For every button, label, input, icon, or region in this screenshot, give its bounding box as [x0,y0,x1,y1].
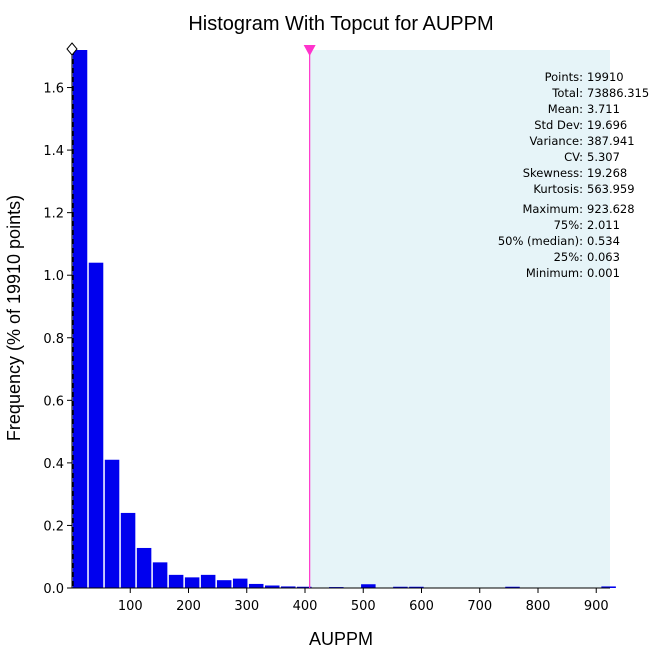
x-tick-label: 800 [526,599,551,614]
x-tick-label: 100 [118,599,143,614]
topcut-region [309,50,610,588]
stat-value: 0.001 [587,266,620,280]
x-tick-label: 400 [293,599,318,614]
y-tick-label: 0.2 [43,519,64,534]
stat-label: Skewness: [523,166,583,180]
histogram-bar [601,586,616,588]
y-tick-label: 0.8 [43,332,64,347]
y-tick-label: 0.4 [43,457,64,472]
y-tick-label: 0.6 [43,394,64,409]
histogram-bar [104,459,120,588]
x-tick-label: 500 [351,599,376,614]
stat-value: 0.063 [587,250,620,264]
stat-label: Std Dev: [534,118,583,132]
y-axis-label: Frequency (% of 19910 points) [4,195,24,441]
stat-label: Variance: [529,134,583,148]
histogram-bar [200,574,216,588]
histogram-bar [297,586,312,588]
histogram-bar [72,50,88,588]
histogram-bar [248,583,264,588]
stat-value: 3.711 [587,102,620,116]
histogram-bar [232,578,248,588]
stat-label: 50% (median): [498,234,583,248]
histogram-bar [152,562,168,588]
histogram-bar [280,586,296,588]
histogram-bar [505,586,520,588]
stat-value: 563.959 [587,182,635,196]
stat-value: 923.628 [587,202,635,216]
stat-label: Minimum: [526,266,583,280]
histogram-bar [216,580,232,588]
y-tick-label: 0.0 [43,582,64,597]
y-ticks: 0.0 0.2 0.4 0.6 0.8 1.0 1.2 1.4 1.6 [43,82,72,597]
stat-value: 73886.315 [587,86,649,100]
x-tick-label: 600 [409,599,434,614]
stat-label: 25%: [554,250,583,264]
stat-label: Points: [545,70,583,84]
stat-label: Kurtosis: [533,182,583,196]
stats-panel: Points: 19910 Total: 73886.315 Mean: 3.711 Std… [498,70,649,280]
histogram-bar [184,577,200,588]
y-tick-label: 1.0 [43,269,64,284]
histogram-bar [393,586,408,588]
stat-value: 387.941 [587,134,635,148]
stat-label: Maximum: [522,202,583,216]
x-tick-label: 900 [584,599,609,614]
histogram-bar [88,262,104,588]
histogram-bar [168,574,184,588]
x-tick-label: 200 [176,599,201,614]
stat-value: 2.011 [587,218,620,232]
histogram-bar [409,586,424,588]
histogram-bar [361,584,376,588]
stat-value: 19.696 [587,118,627,132]
diamond-marker-icon [66,42,78,56]
x-tick-label: 300 [234,599,259,614]
y-tick-label: 1.2 [43,207,64,222]
y-tick-label: 1.4 [43,144,64,159]
stat-label: CV: [564,150,583,164]
bars-group [72,50,616,588]
topcut-handle-icon[interactable] [303,45,316,56]
histogram-bar [120,512,136,588]
stat-label: Mean: [548,102,583,116]
stat-value: 19910 [587,70,624,84]
chart-title: Histogram With Topcut for AUPPM [188,13,493,35]
histogram-bar [136,547,152,588]
x-tick-label: 700 [467,599,492,614]
stat-label: 75%: [554,218,583,232]
stat-value: 5.307 [587,150,620,164]
stat-value: 19.268 [587,166,627,180]
y-tick-label: 1.6 [43,82,64,97]
x-axis-label: AUPPM [309,629,373,648]
x-ticks: 100 200 300 400 500 600 700 800 900 [118,588,609,614]
stat-value: 0.534 [587,234,620,248]
histogram-bar [264,585,280,588]
stat-label: Total: [551,86,583,100]
